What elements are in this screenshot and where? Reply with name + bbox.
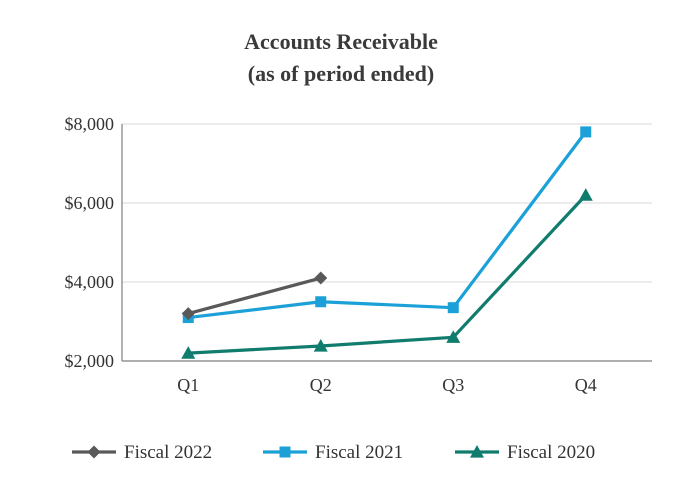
y-tick-label: $2,000: [65, 351, 115, 371]
y-tick-label: $4,000: [65, 272, 115, 292]
gridlines: [122, 123, 652, 283]
axes: $2,000 $4,000 $6,000 $8,000 Q1 Q2 Q3 Q4: [65, 114, 652, 395]
x-tick-label: Q3: [442, 375, 464, 395]
data-point: [313, 338, 328, 352]
x-tick-label: Q1: [177, 375, 199, 395]
chart-subtitle: (as of period ended): [247, 61, 435, 86]
legend-marker: [470, 445, 484, 458]
data-point: [314, 271, 328, 285]
series: [181, 126, 593, 359]
series-fiscal-2020: [181, 188, 593, 359]
data-point: [578, 188, 593, 201]
y-tick-label: $8,000: [65, 114, 115, 134]
x-tick-label: Q4: [575, 375, 597, 395]
chart-title-main: Accounts Receivable: [244, 29, 438, 54]
data-point: [580, 126, 592, 138]
data-point: [315, 296, 327, 308]
series-fiscal-2021: [182, 126, 592, 324]
legend: Fiscal 2022 Fiscal 2021 Fiscal 2020: [72, 442, 595, 463]
series-line: [188, 130, 588, 320]
legend-marker: [87, 445, 101, 459]
legend-item: Fiscal 2020: [455, 442, 595, 463]
data-point: [446, 330, 461, 343]
data-point: [181, 307, 195, 321]
legend-marker: [279, 446, 291, 458]
y-tick-label: $6,000: [65, 193, 115, 213]
legend-item: Fiscal 2021: [263, 442, 403, 463]
data-point: [181, 346, 196, 359]
legend-label: Fiscal 2020: [507, 442, 595, 463]
legend-label: Fiscal 2021: [315, 442, 403, 463]
data-point: [447, 302, 459, 314]
legend-label: Fiscal 2022: [124, 442, 212, 463]
series-line: [188, 194, 587, 355]
x-tick-label: Q2: [310, 375, 332, 395]
chart-title: Accounts Receivable (as of period ended): [0, 26, 682, 90]
legend-item: Fiscal 2022: [72, 442, 212, 463]
series-fiscal-2022: [181, 271, 328, 321]
series-line: [187, 276, 322, 316]
